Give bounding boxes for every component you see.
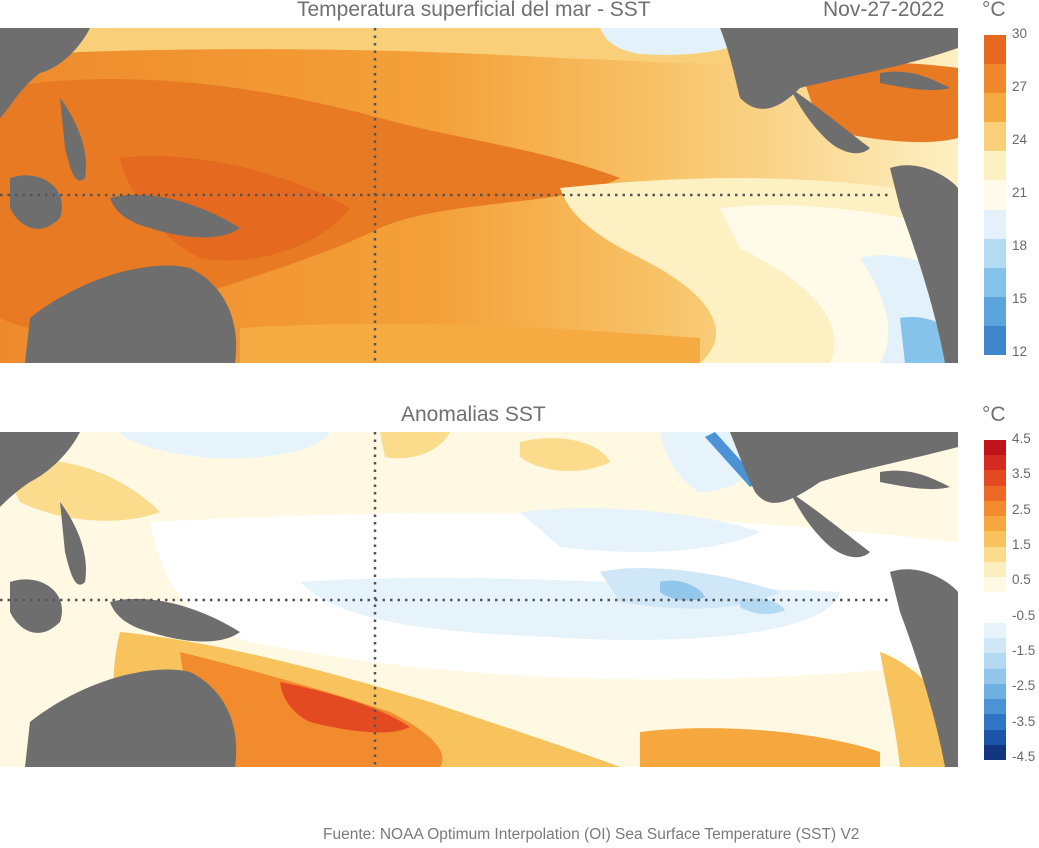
anomaly-colorbar-segment bbox=[984, 470, 1006, 487]
anomaly-colorbar-segment bbox=[984, 638, 1006, 654]
anomaly-colorbar-segment bbox=[984, 455, 1006, 471]
anomaly-map-graphic bbox=[0, 432, 958, 767]
anomaly-colorbar-segment bbox=[984, 653, 1006, 670]
anomaly-colorbar-tick-label: 2.5 bbox=[1012, 501, 1031, 517]
anomaly-colorbar-tick-label: -3.5 bbox=[1012, 713, 1036, 729]
anomaly-colorbar-tick-label: 1.5 bbox=[1012, 537, 1031, 552]
sst-colorbar-segment bbox=[984, 122, 1006, 152]
anomaly-colorbar-segment bbox=[984, 561, 1006, 578]
sst-colorbar-segment bbox=[984, 325, 1006, 356]
sst-map-graphic bbox=[0, 28, 958, 363]
anomaly-title: Anomalias SST bbox=[401, 403, 546, 426]
anomaly-colorbar-segment bbox=[984, 683, 1006, 700]
anomaly-colorbar-tick-label: -4.5 bbox=[1012, 749, 1036, 764]
anomaly-colorbar-tick-label: 4.5 bbox=[1012, 431, 1031, 446]
sst-colorbar-tick-label: 30 bbox=[1012, 26, 1028, 41]
anomaly-colorbar-segment bbox=[984, 729, 1006, 746]
sst-map bbox=[0, 28, 958, 363]
sst-colorbar-segment bbox=[984, 267, 1006, 298]
anomaly-colorbar-tick-label: 0.5 bbox=[1012, 572, 1031, 588]
sst-title: Temperatura superficial del mar - SST bbox=[297, 0, 651, 21]
anomaly-colorbar-segment bbox=[984, 622, 1006, 639]
anomaly-colorbar-segment bbox=[984, 699, 1006, 715]
anomaly-colorbar-segment bbox=[984, 577, 1006, 593]
source-footer: Fuente: NOAA Optimum Interpolation (OI) … bbox=[323, 826, 860, 843]
sst-colorbar-segment bbox=[984, 151, 1006, 181]
sst-colorbar-segment bbox=[984, 209, 1006, 240]
anomaly-colorbar-segment bbox=[984, 516, 1006, 532]
anomaly-colorbar-segment bbox=[984, 440, 1006, 456]
anomaly-colorbar-tick-label: 3.5 bbox=[1012, 466, 1031, 482]
anomaly-colorbar-segment bbox=[984, 592, 1006, 609]
anomaly-colorbar-segment bbox=[984, 531, 1006, 548]
sst-date: Nov-27-2022 bbox=[823, 0, 945, 21]
sst-colorbar-tick-label: 21 bbox=[1012, 185, 1028, 200]
sst-colorbar-segment bbox=[984, 93, 1006, 123]
sst-unit-label: °C bbox=[982, 0, 1006, 21]
sst-colorbar-tick-label: 18 bbox=[1012, 238, 1028, 253]
anomaly-colorbar-segment bbox=[984, 546, 1006, 563]
anomaly-colorbar-segment bbox=[984, 607, 1006, 624]
anomaly-colorbar-tick-label: -2.5 bbox=[1012, 678, 1036, 694]
sst-colorbar-tick-label: 27 bbox=[1012, 79, 1028, 94]
anomaly-unit-label: °C bbox=[982, 403, 1006, 426]
sst-colorbar bbox=[984, 35, 1006, 356]
sst-colorbar-segment bbox=[984, 64, 1006, 94]
anomaly-colorbar-tick-label: -1.5 bbox=[1012, 643, 1036, 658]
sst-colorbar-segment bbox=[984, 180, 1006, 211]
anomaly-map bbox=[0, 432, 958, 767]
anomaly-colorbar-segment bbox=[984, 744, 1006, 761]
sst-colorbar-segment bbox=[984, 238, 1006, 269]
anomaly-colorbar bbox=[984, 440, 1006, 761]
anomaly-colorbar-segment bbox=[984, 500, 1006, 517]
sst-colorbar-tick-label: 12 bbox=[1012, 344, 1028, 359]
sst-colorbar-segment bbox=[984, 296, 1006, 327]
sst-colorbar-segment bbox=[984, 35, 1006, 65]
sst-colorbar-tick-label: 15 bbox=[1012, 291, 1028, 306]
anomaly-colorbar-tick-label: -0.5 bbox=[1012, 607, 1036, 623]
anomaly-colorbar-segment bbox=[984, 668, 1006, 685]
sst-colorbar-tick-label: 24 bbox=[1012, 132, 1028, 147]
anomaly-colorbar-segment bbox=[984, 485, 1006, 502]
anomaly-colorbar-segment bbox=[984, 714, 1006, 731]
